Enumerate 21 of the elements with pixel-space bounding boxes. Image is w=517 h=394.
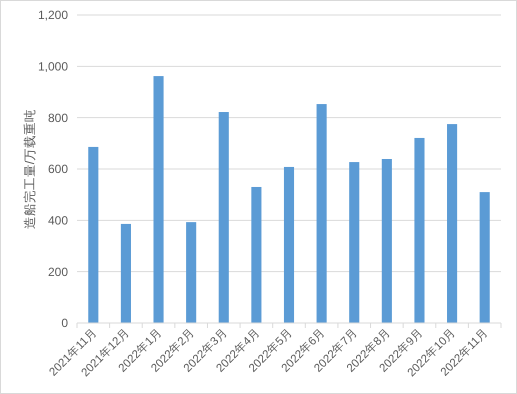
- bar: [120, 224, 131, 323]
- bar: [186, 222, 196, 323]
- bar: [316, 104, 327, 323]
- bar: [218, 112, 229, 323]
- bar: [251, 186, 262, 323]
- y-axis-title: 造船完工量/万载重吨: [22, 108, 37, 230]
- bar: [284, 166, 294, 323]
- bar: [153, 76, 164, 323]
- y-tick-label: 400: [48, 214, 68, 228]
- y-tick-label: 600: [48, 162, 68, 176]
- y-tick-label: 1,200: [38, 8, 68, 22]
- y-tick-label: 0: [61, 316, 68, 330]
- bar: [414, 138, 425, 323]
- y-tick-label: 200: [48, 264, 68, 279]
- bar: [349, 162, 360, 323]
- bar: [447, 124, 458, 323]
- bar: [480, 192, 490, 323]
- y-tick-label: 800: [48, 110, 68, 125]
- y-tick-label: 1,000: [38, 60, 68, 74]
- bar: [88, 146, 98, 323]
- bar: [382, 158, 392, 323]
